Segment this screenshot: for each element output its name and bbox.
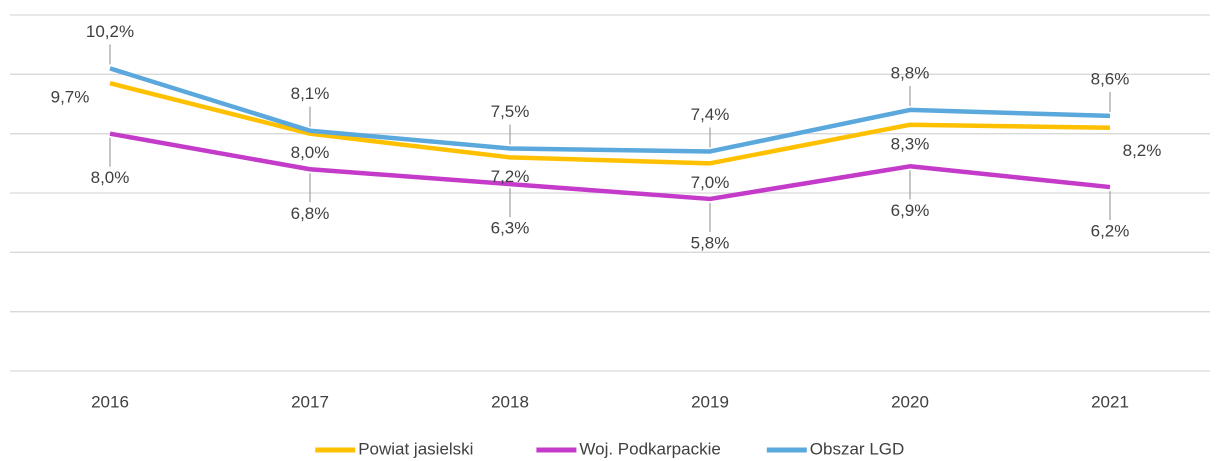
series-line <box>109 66 1111 154</box>
x-tick-label: 2016 <box>91 392 129 411</box>
data-label: 10,2% <box>86 22 134 41</box>
data-label: 6,2% <box>1091 222 1130 241</box>
data-label: 7,5% <box>491 102 530 121</box>
data-label: 8,8% <box>891 63 930 82</box>
data-label: 8,6% <box>1091 69 1130 88</box>
data-label: 6,8% <box>291 204 330 223</box>
data-label: 8,0% <box>291 143 330 162</box>
data-label: 7,4% <box>691 105 730 124</box>
data-label: 6,9% <box>891 201 930 220</box>
data-label: 8,2% <box>1123 141 1162 160</box>
x-tick-label: 2020 <box>891 392 929 411</box>
data-label: 8,1% <box>291 84 330 103</box>
legend-label: Woj. Podkarpackie <box>579 439 720 458</box>
data-label: 5,8% <box>691 233 730 252</box>
series-line <box>109 81 1111 166</box>
x-tick-label: 2017 <box>291 392 329 411</box>
data-label: 7,2% <box>491 167 530 186</box>
x-tick-label: 2021 <box>1091 392 1129 411</box>
data-label: 6,3% <box>491 219 530 238</box>
data-label: 7,0% <box>691 173 730 192</box>
data-label: 8,0% <box>91 168 130 187</box>
legend-label: Powiat jasielski <box>358 439 473 458</box>
data-label: 9,7% <box>51 88 90 107</box>
data-label: 8,3% <box>891 134 930 153</box>
legend-label: Obszar LGD <box>810 439 904 458</box>
x-tick-label: 2019 <box>691 392 729 411</box>
series-line <box>109 131 1111 202</box>
x-tick-label: 2018 <box>491 392 529 411</box>
